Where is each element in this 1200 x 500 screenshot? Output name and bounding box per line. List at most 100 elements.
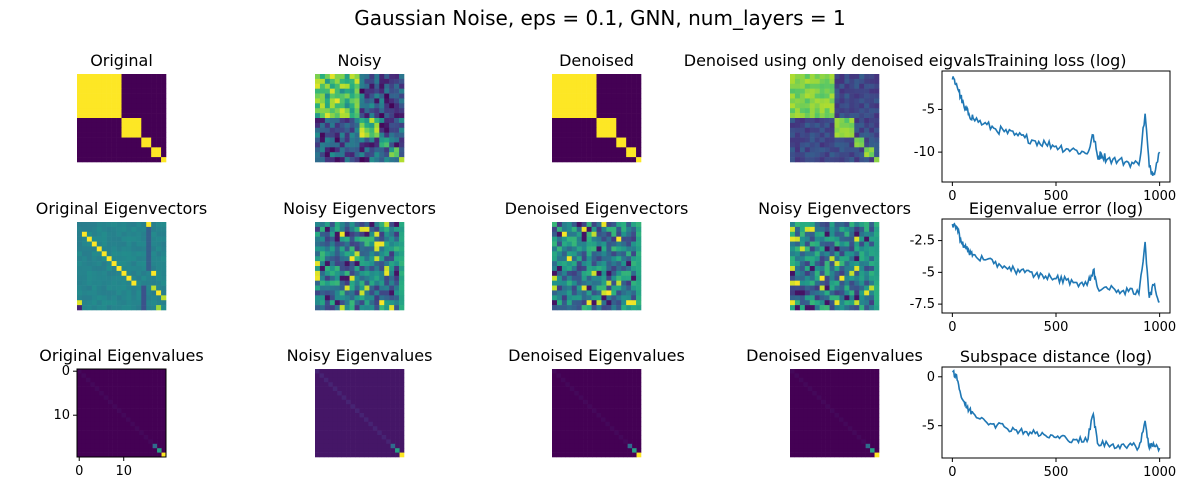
heatmap-cell <box>94 439 100 445</box>
heatmap-cell <box>814 275 820 281</box>
heatmap-cell <box>601 113 607 119</box>
heatmap-cell <box>601 226 607 233</box>
heatmap-cell <box>834 78 840 85</box>
heatmap-cell <box>592 430 597 436</box>
heatmap-cell <box>587 404 593 409</box>
heatmap-cell <box>626 256 632 262</box>
heatmap-cell <box>116 93 122 99</box>
heatmap-cell <box>581 295 587 301</box>
heatmap-cell <box>121 103 127 109</box>
heatmap-cell <box>349 132 355 138</box>
heatmap-cell <box>859 118 865 124</box>
heatmap-cell <box>844 241 850 247</box>
heatmap-cell <box>319 261 326 267</box>
heatmap-cell <box>556 83 563 89</box>
heatmap-cell <box>576 98 582 104</box>
heatmap-cell <box>372 391 378 396</box>
heatmap-cell <box>151 108 157 114</box>
heatmap-cell <box>587 399 593 405</box>
heatmap-cell <box>368 399 374 405</box>
heatmap-cell <box>130 421 136 427</box>
heatmap-cell <box>85 443 91 449</box>
heatmap-cell <box>106 295 112 301</box>
heatmap-cell <box>339 83 345 89</box>
heatmap-cell <box>106 83 112 89</box>
heatmap-cell <box>865 404 871 409</box>
heatmap-cell <box>798 426 804 431</box>
heatmap-cell <box>596 417 602 423</box>
heatmap-cell <box>834 93 840 99</box>
y-tick-label: -7.5 <box>910 297 935 312</box>
heatmap-cell <box>349 290 355 296</box>
heatmap-cell <box>381 373 387 379</box>
heatmap-cell <box>379 157 385 163</box>
heatmap-cell <box>616 246 622 252</box>
heatmap-cell <box>865 386 871 392</box>
heatmap-cell <box>339 222 345 228</box>
heatmap-cell <box>794 103 801 109</box>
heatmap-cell <box>394 98 400 104</box>
heatmap-cell <box>364 74 370 80</box>
heatmap-cell <box>86 137 93 143</box>
heatmap-cell <box>807 369 813 374</box>
heatmap-cell <box>605 417 611 423</box>
heatmap-cell <box>349 147 355 153</box>
heatmap-cell <box>636 222 642 228</box>
heatmap-cell <box>583 443 588 449</box>
heatmap-cell <box>339 132 345 138</box>
heatmap-cell <box>623 452 628 458</box>
heatmap-cell <box>856 395 862 401</box>
heatmap-cell <box>596 231 602 237</box>
heatmap-cell <box>819 152 825 158</box>
heatmap-cell <box>844 285 850 291</box>
heatmap-cell <box>606 83 612 89</box>
heatmap-cell <box>843 426 849 431</box>
heatmap-cell <box>626 93 632 99</box>
heatmap-cell <box>341 430 347 436</box>
heatmap-cell <box>874 439 880 445</box>
heatmap-cell <box>566 231 573 237</box>
heatmap-cell <box>606 226 612 233</box>
heatmap-cell <box>161 404 167 409</box>
heatmap-cell <box>126 261 132 267</box>
heatmap-cell <box>359 421 365 427</box>
heatmap-cell <box>116 132 122 138</box>
heatmap-cell <box>369 226 375 233</box>
heatmap-cell <box>849 113 855 119</box>
heatmap-cell <box>381 369 387 374</box>
heatmap-cell <box>323 373 329 379</box>
heatmap-cell <box>117 417 122 423</box>
heatmap-cell <box>592 386 597 392</box>
heatmap-cell <box>556 285 563 291</box>
heatmap-cell <box>803 404 809 409</box>
heatmap-cell <box>399 426 405 431</box>
heatmap-cell <box>803 421 809 427</box>
heatmap-cell <box>156 157 162 163</box>
heatmap-cell <box>861 426 866 431</box>
heatmap-cell <box>364 270 370 277</box>
heatmap-cell <box>399 305 405 311</box>
heatmap-cell <box>790 98 796 104</box>
heatmap-cell <box>626 270 632 277</box>
heatmap-cell <box>870 430 875 436</box>
heatmap-cell <box>552 417 557 423</box>
heatmap-cell <box>94 448 100 453</box>
heatmap-cell <box>631 231 637 237</box>
heatmap-cell <box>571 305 578 311</box>
heatmap-cell <box>830 417 835 423</box>
heatmap-cell <box>384 246 390 252</box>
heatmap-cell <box>829 266 835 272</box>
heatmap-cell <box>552 270 558 277</box>
heatmap-cell <box>143 408 149 414</box>
heatmap-cell <box>399 399 405 405</box>
heatmap-cell <box>156 231 162 237</box>
heatmap-cell <box>556 305 563 311</box>
heatmap-cell <box>809 285 816 291</box>
heatmap-cell <box>394 241 400 247</box>
heatmap-cell <box>99 382 104 387</box>
heatmap-cell <box>101 226 107 233</box>
heatmap-cell <box>332 430 338 436</box>
heatmap-cell <box>81 241 88 247</box>
heatmap-cell <box>856 426 862 431</box>
heatmap-cell <box>161 261 167 267</box>
